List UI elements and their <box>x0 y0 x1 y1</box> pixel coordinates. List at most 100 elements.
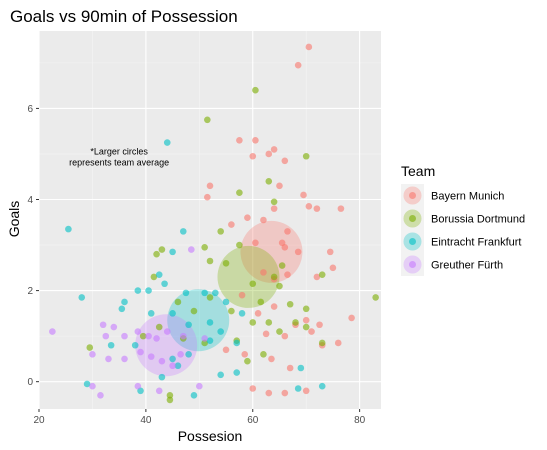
data-point <box>348 314 355 322</box>
legend-key-circle <box>403 255 422 274</box>
data-point <box>265 150 273 158</box>
data-point <box>196 382 203 390</box>
data-point <box>276 182 283 190</box>
data-point <box>201 335 208 342</box>
data-point <box>206 182 214 190</box>
data-point <box>121 298 128 306</box>
data-point <box>281 389 289 397</box>
y-tick-label: 2 <box>27 286 33 297</box>
data-point <box>212 289 219 297</box>
data-point <box>265 389 273 397</box>
x-tick-label: 60 <box>247 415 259 426</box>
data-point <box>217 328 224 335</box>
legend-label: Borussia Dortmund <box>431 214 525 226</box>
data-point <box>257 298 265 306</box>
data-point <box>134 328 142 335</box>
x-tick-label: 80 <box>354 415 366 426</box>
legend: Team Bayern Munich Borussia Dortmund Eintr… <box>401 163 525 276</box>
team-average-circle <box>217 245 280 308</box>
data-point <box>169 362 176 370</box>
data-point <box>260 269 267 276</box>
data-point <box>201 289 208 297</box>
data-point <box>270 198 278 206</box>
data-point <box>107 341 115 349</box>
legend-title: Team <box>401 163 435 179</box>
data-point <box>249 385 257 392</box>
data-point <box>217 371 224 379</box>
data-point <box>150 273 158 281</box>
data-point <box>270 205 278 212</box>
data-point <box>206 294 214 301</box>
legend-key-circle <box>403 209 422 228</box>
data-point <box>65 225 72 233</box>
data-point <box>313 205 321 212</box>
data-point <box>228 307 235 315</box>
data-point <box>121 355 128 363</box>
data-point <box>337 205 345 212</box>
y-axis-label: Goals <box>6 201 22 238</box>
data-point <box>89 382 96 390</box>
data-point <box>179 332 187 340</box>
data-point <box>278 262 286 269</box>
data-point <box>252 239 259 247</box>
legend-label: Eintracht Frankfurt <box>431 237 521 249</box>
data-point <box>276 282 283 290</box>
data-point <box>49 328 56 335</box>
x-tick-label: 40 <box>140 415 152 426</box>
data-point <box>236 189 243 196</box>
annotation-line-2: represents team average <box>69 158 169 168</box>
data-point <box>155 323 163 331</box>
data-point <box>222 298 230 306</box>
data-point <box>174 362 182 370</box>
data-point <box>177 351 184 358</box>
data-point <box>97 392 104 399</box>
data-points <box>49 43 379 404</box>
data-point <box>292 319 299 326</box>
data-point <box>121 332 128 340</box>
annotation-line-1: *Larger circles <box>90 147 148 157</box>
grid-minor <box>39 31 381 409</box>
data-point <box>302 387 310 395</box>
data-point <box>153 250 160 258</box>
data-point <box>201 244 208 251</box>
data-point <box>252 86 259 94</box>
data-point <box>286 300 294 308</box>
data-point <box>265 177 273 185</box>
data-point <box>166 396 174 404</box>
data-point <box>118 305 126 313</box>
data-point <box>105 355 112 363</box>
annotation: *Larger circles represents team average <box>69 147 169 168</box>
data-point <box>204 193 211 201</box>
data-point <box>185 351 192 358</box>
data-point <box>260 216 267 224</box>
data-point <box>163 328 171 335</box>
data-point <box>147 310 155 317</box>
legend-key-point <box>409 238 416 245</box>
data-point <box>305 203 313 210</box>
data-point <box>187 246 195 253</box>
data-point <box>206 337 214 344</box>
data-point <box>281 244 289 251</box>
data-point <box>158 373 166 381</box>
data-point <box>131 341 139 349</box>
data-point <box>329 264 337 272</box>
data-point <box>286 364 294 372</box>
legend-key-point <box>409 261 416 268</box>
legend-key-point <box>409 192 416 199</box>
data-point <box>190 392 198 399</box>
data-point <box>236 241 243 249</box>
data-point <box>179 228 187 235</box>
data-point <box>305 43 313 51</box>
data-point <box>110 323 118 331</box>
data-point <box>166 392 174 399</box>
data-point <box>190 307 198 315</box>
data-point <box>139 332 147 340</box>
data-point <box>302 152 310 160</box>
data-point <box>372 294 379 301</box>
data-point <box>334 339 342 347</box>
data-point <box>137 348 144 356</box>
data-point <box>302 316 310 324</box>
data-point <box>145 332 152 340</box>
y-tick-label: 6 <box>27 104 33 115</box>
